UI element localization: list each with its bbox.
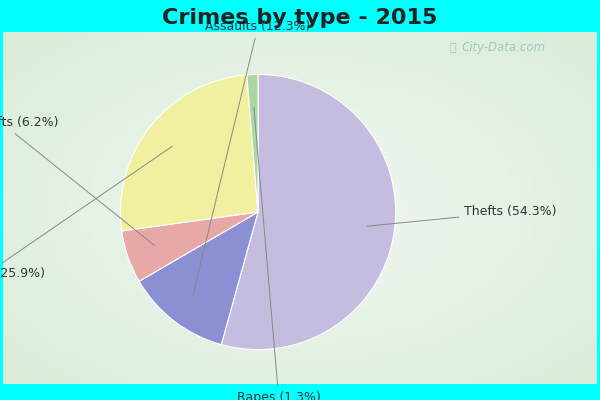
Text: Auto thefts (6.2%): Auto thefts (6.2%) xyxy=(0,116,154,245)
Text: Crimes by type - 2015: Crimes by type - 2015 xyxy=(163,8,437,28)
Text: Thefts (54.3%): Thefts (54.3%) xyxy=(367,206,557,226)
Text: City-Data.com: City-Data.com xyxy=(462,42,546,54)
Wedge shape xyxy=(121,75,258,231)
Wedge shape xyxy=(139,212,258,345)
Text: Burglaries (25.9%): Burglaries (25.9%) xyxy=(0,146,172,280)
Wedge shape xyxy=(221,74,395,350)
Text: Rapes (1.3%): Rapes (1.3%) xyxy=(237,108,320,400)
Text: Assaults (12.3%): Assaults (12.3%) xyxy=(193,20,311,294)
Wedge shape xyxy=(122,212,258,281)
Text: ⓘ: ⓘ xyxy=(449,43,457,53)
Wedge shape xyxy=(247,74,258,212)
